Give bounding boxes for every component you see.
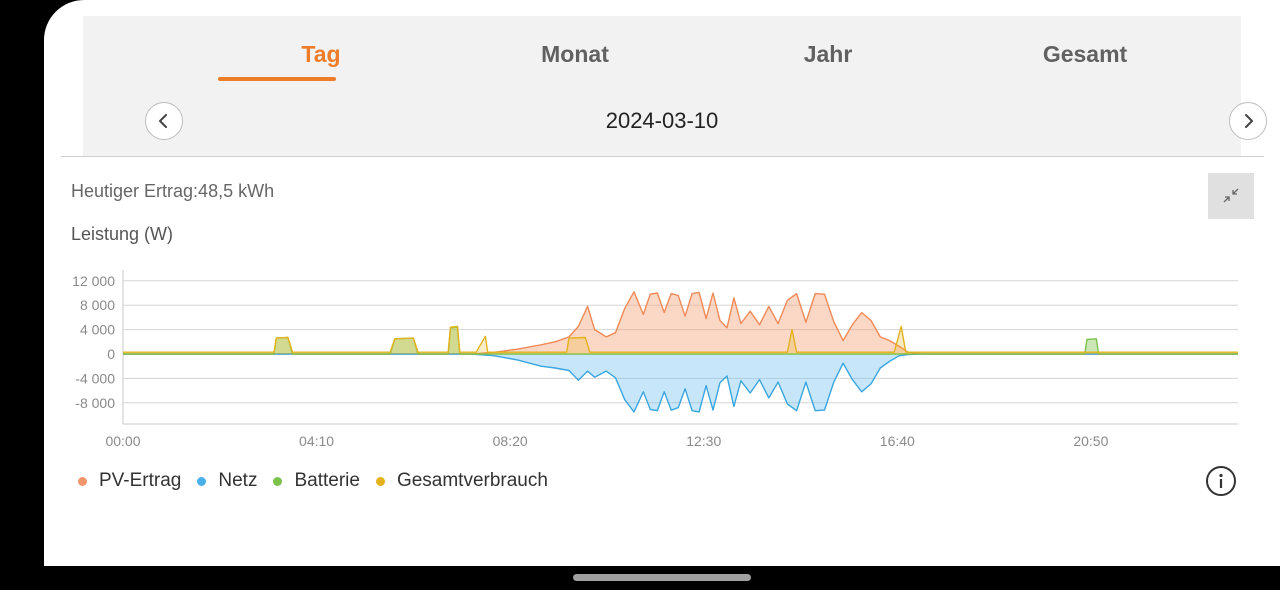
app-screen: Tag Monat Jahr Gesamt 2024-03-10 Heutige… xyxy=(44,0,1280,566)
legend-dot-grid xyxy=(197,476,207,486)
power-chart: 12 000 8 000 4 000 0 -4 000 -8 000 00:00 04:10 0… xyxy=(72,270,1238,449)
tab-year[interactable]: Jahr xyxy=(803,41,853,67)
x-tick-label: 08:20 xyxy=(493,433,528,449)
daily-yield-text: Heutiger Ertrag:48,5 kWh xyxy=(71,181,275,201)
x-tick-label: 20:50 xyxy=(1073,433,1108,449)
next-date-button[interactable] xyxy=(1229,102,1267,140)
x-tick-label: 04:10 xyxy=(299,433,334,449)
y-tick-label: -4 000 xyxy=(75,370,115,386)
y-tick-label: 8 000 xyxy=(80,297,115,313)
info-button[interactable] xyxy=(1206,466,1236,496)
chevron-right-icon xyxy=(1245,114,1253,128)
collapse-icon xyxy=(1223,188,1239,203)
series-line-pv xyxy=(123,291,1238,355)
period-tab-panel: Tag Monat Jahr Gesamt 2024-03-10 xyxy=(83,16,1267,156)
legend-dot-pv xyxy=(78,476,87,486)
legend-label-grid: Netz xyxy=(218,470,258,491)
x-tick-label: 00:00 xyxy=(105,433,140,449)
series-line-grid xyxy=(123,353,1238,413)
legend-label-pv: PV-Ertrag xyxy=(99,470,182,491)
series-area-battery xyxy=(123,327,1238,354)
y-tick-label: 0 xyxy=(107,346,115,362)
legend-label-battery: Batterie xyxy=(294,470,360,491)
series-area-consumption xyxy=(123,326,1238,354)
info-icon xyxy=(1219,473,1223,488)
chart-legend: PV-Ertrag Netz Batterie Gesamtverbrauch xyxy=(78,470,564,492)
x-tick-label: 12:30 xyxy=(686,433,721,449)
y-tick-label: 4 000 xyxy=(80,322,115,338)
active-tab-underline xyxy=(218,77,336,81)
legend-label-consumption: Gesamtverbrauch xyxy=(396,470,548,491)
legend-dot-battery xyxy=(273,476,283,486)
chevron-left-icon xyxy=(159,114,167,128)
legend-item-consumption[interactable]: Gesamtverbrauch xyxy=(375,470,548,492)
legend-item-battery[interactable]: Batterie xyxy=(273,470,360,492)
collapse-chart-button[interactable] xyxy=(1208,173,1254,219)
home-indicator xyxy=(573,574,751,581)
chart-unit-label: Leistung (W) xyxy=(71,224,174,244)
x-tick-label: 16:40 xyxy=(880,433,915,449)
y-tick-label: 12 000 xyxy=(72,273,115,289)
tab-total[interactable]: Gesamt xyxy=(1042,41,1128,67)
divider xyxy=(61,156,1264,157)
legend-item-pv[interactable]: PV-Ertrag xyxy=(78,470,181,492)
tab-month[interactable]: Monat xyxy=(541,41,609,67)
legend-dot-consumption xyxy=(375,476,385,486)
series-area-pv xyxy=(123,291,1238,354)
series-area-grid xyxy=(123,354,1238,412)
current-date[interactable]: 2024-03-10 xyxy=(605,108,719,133)
previous-date-button[interactable] xyxy=(145,102,183,140)
tab-day[interactable]: Tag xyxy=(301,41,341,67)
legend-item-grid[interactable]: Netz xyxy=(197,470,257,492)
y-tick-label: -8 000 xyxy=(75,395,115,411)
series-line-consumption xyxy=(123,325,1238,353)
